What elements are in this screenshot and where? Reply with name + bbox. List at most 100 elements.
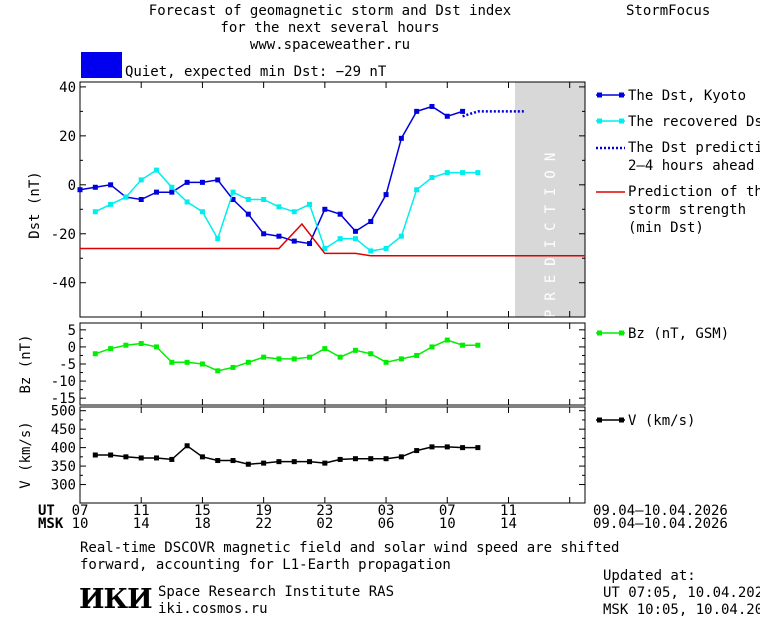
ut-tick-label: 03: [378, 503, 395, 519]
dst-ytick-label: 20: [59, 129, 76, 145]
v-series-0-line: [95, 444, 478, 465]
bz-series-0-point: [276, 356, 282, 362]
institute-website[interactable]: iki.cosmos.ru: [158, 601, 268, 617]
ut-axis-label: UT: [38, 503, 55, 519]
bz-series-0-point: [169, 359, 175, 365]
v-series-0-point: [138, 455, 144, 461]
bz-series-0-line: [95, 339, 478, 372]
ut-tick-label: 15: [194, 503, 211, 519]
dst-series-0-point: [154, 189, 160, 195]
institute-name: Space Research Institute RAS: [158, 584, 395, 600]
v-series-0-point: [291, 459, 297, 465]
brand-name: StormFocus: [626, 3, 711, 19]
status-indicator-swatch: [81, 52, 122, 78]
legend-v-marker: [597, 417, 602, 423]
dst-series-1-point: [245, 197, 251, 202]
v-series-0-point: [444, 444, 450, 450]
v-series-0-point: [475, 445, 481, 451]
bz-series-0-point: [199, 361, 205, 367]
bz-series-0-point: [138, 341, 144, 346]
dst-series-1-point: [352, 236, 358, 242]
dst-plot-frame: [79, 81, 586, 318]
legend-storm-strength-label-3: (min Dst): [628, 220, 704, 236]
dst-series-1-point: [215, 236, 221, 242]
chart-title-line2: for the next several hours: [220, 20, 440, 36]
bz-ytick-label: -10: [51, 374, 76, 390]
dst-series-0-point: [77, 187, 83, 193]
ut-tick-label: 11: [500, 503, 517, 519]
dst-series-2-line: [462, 110, 524, 118]
legend-dst-kyoto-marker: [597, 92, 602, 98]
dst-series-0-point: [429, 103, 435, 109]
dst-series-0-point: [307, 241, 313, 247]
msk-date-range: 09.04–10.04.2026: [593, 516, 728, 532]
bz-series-0-point: [92, 351, 98, 357]
status-text: Quiet, expected min Dst: −29 nT: [125, 64, 387, 80]
dst-series-0-point: [352, 228, 358, 234]
dst-series-1-point: [337, 236, 343, 242]
time-axis: UTMSK0710111415181922230203060710111409.…: [38, 503, 728, 532]
dst-series-1-point: [398, 233, 404, 239]
v-series-0-point: [368, 456, 374, 462]
dst-series-0-point: [169, 189, 175, 195]
bz-ylabel: Bz (nT): [18, 334, 34, 393]
ut-tick-label: 23: [316, 503, 333, 519]
v-series-0-point: [199, 454, 205, 460]
v-series-0-point: [215, 458, 221, 464]
dst-series-1-line: [94, 169, 478, 252]
footer-note-line1: Real-time DSCOVR magnetic field and sola…: [80, 540, 620, 556]
dst-series-1-point: [92, 209, 98, 215]
bz-series-0-point: [215, 368, 221, 374]
dst-series-0-point: [337, 211, 343, 217]
v-series-0-point: [154, 455, 160, 461]
bz-series-0-point: [307, 354, 313, 360]
ut-tick-label: 07: [72, 503, 89, 519]
bz-series-0-point: [322, 346, 328, 352]
bz-series-0-point: [352, 347, 358, 353]
dst-series-1-point: [322, 245, 328, 251]
dst-series-1-point: [230, 189, 236, 195]
bz-series-0-point: [383, 359, 389, 365]
dst-series-0-point: [291, 238, 297, 244]
dst-ytick-label: -40: [51, 276, 76, 292]
v-series-0-point: [108, 452, 114, 458]
dst-series-0-point: [108, 182, 114, 188]
v-ytick-label: 500: [51, 404, 76, 420]
dst-series-0-point: [230, 197, 236, 202]
updated-msk: MSK 10:05, 10.04.2026: [603, 602, 760, 618]
bz-series-0-point: [414, 352, 420, 358]
dst-series-1-point: [383, 245, 389, 251]
v-ytick-label: 300: [51, 478, 76, 494]
v-ytick-label: 400: [51, 441, 76, 457]
v-series-0-point: [414, 448, 420, 454]
v-plot-frame: [79, 406, 586, 504]
v-series-0-point: [337, 456, 343, 462]
bz-plot-frame: [79, 322, 586, 406]
dst-plot: 40 20 0 -20 -40: [51, 80, 585, 317]
v-series-0-point: [429, 444, 435, 450]
dst-series-1-point: [414, 187, 420, 193]
v-series-0-point: [92, 452, 98, 458]
v-series-0-point: [460, 445, 466, 451]
msk-axis-label: MSK: [38, 516, 64, 532]
bz-series-0-point: [154, 344, 160, 350]
dst-series-0-point: [383, 192, 389, 198]
iki-logo: ИКИ: [79, 584, 153, 615]
legend-bz-label: Bz (nT, GSM): [628, 326, 729, 342]
msk-tick-label: 22: [255, 516, 272, 532]
bz-series-0-point: [460, 342, 466, 348]
bz-series-0-point: [123, 342, 129, 348]
msk-tick-label: 06: [378, 516, 395, 532]
ut-date-range: 09.04–10.04.2026: [593, 503, 728, 519]
bz-series-0-point: [368, 351, 374, 357]
msk-tick-label: 14: [133, 516, 150, 532]
site-url[interactable]: www.spaceweather.ru: [249, 37, 411, 53]
legend-storm-strength-label-2: storm strength: [628, 202, 746, 218]
legend-storm-strength-label: Prediction of the: [628, 184, 760, 200]
bz-ytick-label: 5: [68, 323, 76, 339]
bz-ytick-label: 0: [68, 340, 76, 356]
dst-series-0-point: [414, 108, 420, 114]
dst-series-1-point: [123, 194, 129, 200]
dst-series-0-line: [79, 105, 463, 245]
v-plot: 500 450 400 350 300: [51, 404, 585, 503]
